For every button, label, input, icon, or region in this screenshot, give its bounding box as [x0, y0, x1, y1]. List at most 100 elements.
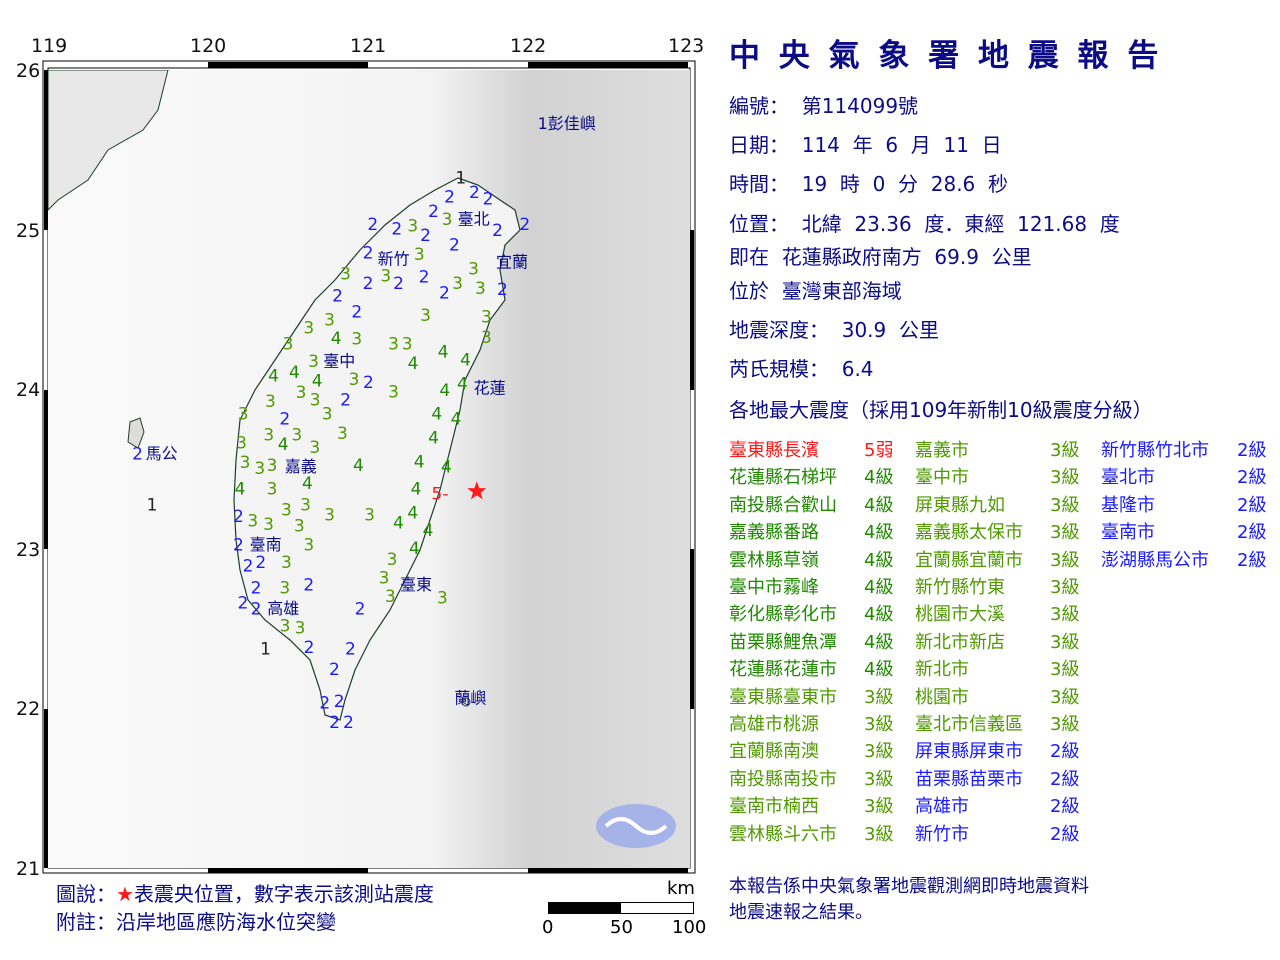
station-intensity: 2	[519, 215, 530, 235]
station-intensity: 3	[238, 405, 249, 425]
station-intensity: 2	[393, 274, 404, 294]
lat-tick: 25	[16, 220, 41, 242]
report-date: 日期： 114 年 6 月 11 日	[729, 133, 1002, 157]
station-intensity: 2	[319, 694, 330, 714]
report-region: 位於 臺灣東部海域	[729, 279, 902, 303]
station-intensity: 4	[460, 350, 471, 370]
station-level: 4級	[864, 604, 894, 626]
station-name: 新北市新店	[915, 631, 1005, 653]
station-intensity: 2	[251, 599, 262, 619]
station-level: 2級	[1237, 440, 1267, 461]
station-intensity: 3	[452, 274, 463, 294]
report-magnitude: 芮氏規模： 6.4	[729, 357, 874, 381]
station-intensity: 3	[263, 515, 274, 535]
station-intensity: 3	[481, 328, 492, 348]
station-intensity: 2	[233, 507, 244, 527]
station-intensity: 4	[414, 453, 425, 473]
station-intensity: 4	[289, 363, 300, 383]
report-number: 編號： 第114099號	[729, 94, 919, 118]
station-name: 新北市	[915, 659, 969, 681]
scale-unit: km	[667, 878, 695, 899]
station-name: 苗栗縣苗栗市	[915, 768, 1023, 790]
station-level: 3級	[864, 741, 894, 763]
station-intensity: 1	[260, 639, 271, 659]
city-label: 蘭嶼	[454, 688, 486, 707]
station-intensity: 4	[439, 381, 450, 401]
station-intensity: 2	[255, 553, 266, 573]
station-name: 基隆市	[1101, 494, 1155, 516]
station-level: 3級	[1050, 604, 1080, 626]
station-intensity: 4	[428, 429, 439, 449]
legend-label: 圖說：	[56, 882, 116, 906]
penghu-islands	[127, 417, 145, 449]
station-name: 宜蘭縣宜蘭市	[915, 549, 1023, 571]
station-intensity: 4	[268, 366, 279, 386]
station-name: 雲林縣草嶺	[729, 549, 819, 571]
lanyu-island	[461, 697, 471, 707]
station-intensity: 3	[364, 505, 375, 525]
station-level: 3級	[864, 686, 894, 708]
station-name: 桃園市大溪	[915, 604, 1005, 626]
map-frame	[42, 60, 696, 874]
station-name: 臺北市	[1101, 467, 1155, 489]
station-intensity: 3	[414, 245, 425, 265]
station-intensity: 2	[279, 410, 290, 430]
station-intensity: 3	[324, 311, 335, 331]
station-intensity: 3	[280, 617, 291, 637]
station-intensity: 3	[322, 405, 333, 425]
station-intensity: 2	[303, 576, 314, 596]
station-level: 4級	[864, 467, 894, 489]
station-intensity: 4	[408, 354, 419, 374]
station-intensity: 4	[393, 513, 404, 533]
station-intensity: 2	[363, 274, 374, 294]
star-icon: ★	[116, 882, 134, 906]
station-level: 3級	[864, 796, 894, 818]
station-name: 花蓮縣石梯坪	[729, 467, 837, 489]
station-intensity: 3	[267, 456, 278, 476]
station-name: 臺中市	[915, 467, 969, 489]
china-coast	[48, 70, 169, 211]
station-intensity: 3	[310, 390, 321, 410]
lon-tick: 120	[190, 35, 227, 57]
station-intensity: 3	[340, 264, 351, 284]
station-name: 臺東縣長濱	[729, 440, 819, 461]
station-name: 臺北市信義區	[915, 714, 1023, 735]
intensity-header: 各地最大震度（採用109年新制10級震度分級）	[729, 398, 1153, 422]
station-intensity: 4	[278, 435, 289, 455]
station-intensity: 2	[345, 639, 356, 659]
station-level: 2級	[1237, 549, 1267, 571]
station-intensity: 3	[407, 216, 418, 236]
station-intensity: 4	[441, 457, 452, 477]
station-level: 2級	[1050, 823, 1080, 845]
station-name: 新竹縣竹北市	[1101, 440, 1209, 461]
station-level: 3級	[1050, 577, 1080, 598]
station-intensity: 4	[407, 504, 418, 524]
station-level: 3級	[1050, 494, 1080, 516]
station-intensity: 3	[303, 536, 314, 556]
station-intensity: 2	[483, 189, 494, 209]
station-name: 臺中市霧峰	[729, 577, 819, 598]
station-name: 高雄市	[915, 796, 969, 818]
station-intensity: 3	[351, 330, 362, 350]
station-intensity: 2	[444, 188, 455, 208]
lat-tick: 24	[16, 379, 41, 401]
station-intensity: 3	[267, 480, 278, 500]
footer-note-1: 本報告係中央氣象署地震觀測網即時地震資料	[729, 876, 1089, 897]
station-level: 3級	[1050, 440, 1080, 461]
station-intensity: 2	[332, 287, 343, 307]
station-name: 屏東縣屏東市	[915, 741, 1023, 763]
station-intensity: 2	[363, 244, 374, 264]
station-intensity: 3	[468, 260, 479, 280]
station-intensity: 2	[428, 202, 439, 222]
footer-note-2: 地震速報之結果。	[729, 902, 873, 923]
station-level: 4級	[864, 577, 894, 598]
station-intensity: 3	[420, 306, 431, 326]
station-intensity: 2	[340, 390, 351, 410]
station-intensity: 3	[324, 505, 335, 525]
station-level: 2級	[1050, 796, 1080, 818]
station-intensity: 3	[380, 267, 391, 287]
station-name: 雲林縣斗六市	[729, 823, 837, 845]
station-intensity: 2	[449, 236, 460, 256]
station-intensity: 4	[411, 480, 422, 500]
